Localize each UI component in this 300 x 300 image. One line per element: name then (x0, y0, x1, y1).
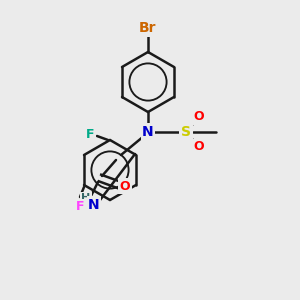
Text: N: N (88, 198, 100, 212)
Text: F: F (76, 200, 84, 214)
Text: H: H (81, 193, 91, 203)
Text: O: O (194, 110, 204, 124)
Text: S: S (181, 125, 191, 139)
Text: Br: Br (139, 21, 157, 35)
Text: N: N (142, 125, 154, 139)
Text: O: O (194, 140, 204, 154)
Text: O: O (120, 179, 130, 193)
Text: F: F (86, 128, 94, 142)
